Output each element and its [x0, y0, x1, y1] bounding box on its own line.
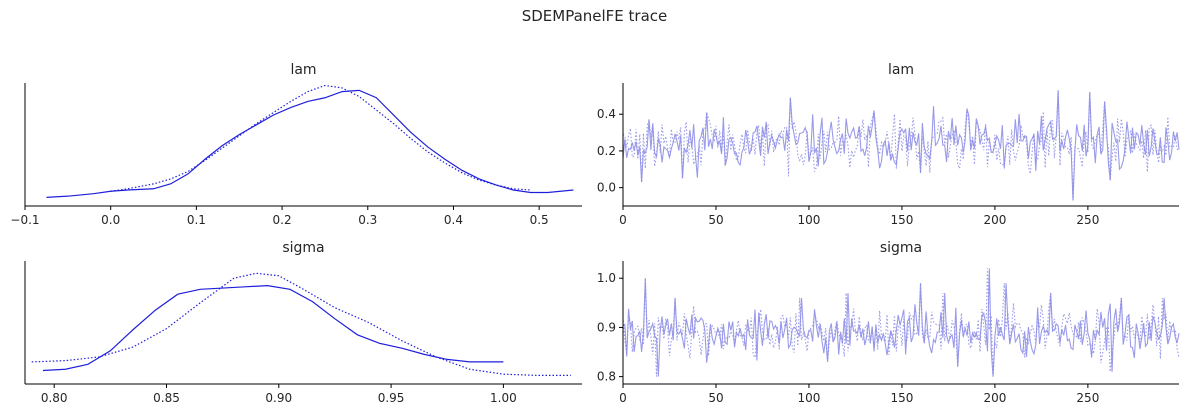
- x-tick-label: 100: [798, 391, 821, 405]
- panel-lam-trace: lam 0 50 100 150 200 250 0.0 0.2 0.4: [597, 62, 1180, 227]
- panel-title: sigma: [880, 240, 922, 256]
- x-tick-label: 100: [798, 213, 821, 227]
- x-tick-label: 0.90: [265, 391, 292, 405]
- y-tick-label: 0.8: [597, 370, 616, 384]
- x-tick-label: 50: [708, 213, 723, 227]
- y-tick-label: 0.0: [597, 181, 616, 195]
- y-tick-label: 0.2: [597, 144, 616, 158]
- series-line-solid: [42, 284, 504, 372]
- series-line-solid: [46, 89, 574, 198]
- x-tick-label: 250: [1076, 391, 1099, 405]
- x-tick-label: 0.2: [273, 213, 292, 227]
- x-tick-label: 50: [708, 391, 723, 405]
- x-tick-label: 150: [890, 391, 913, 405]
- panel-title: sigma: [282, 240, 324, 256]
- x-tick-label: 200: [983, 391, 1006, 405]
- figure-title: SDEMPanelFE trace: [521, 7, 668, 25]
- panel-lam-density: lam −0.1 0.0 0.1 0.2 0.3 0.4 0.5: [10, 62, 582, 227]
- x-tick-label: −0.1: [10, 213, 39, 227]
- panel-title: lam: [888, 62, 914, 78]
- series-line-dotted: [31, 272, 571, 376]
- x-tick-label: 0.0: [101, 213, 120, 227]
- panel-sigma-trace: sigma 0 50 100 150 200 250 0.8 0.9 1.0: [597, 240, 1180, 405]
- x-tick-label: 0: [619, 391, 627, 405]
- x-tick-label: 250: [1076, 213, 1099, 227]
- x-tick-label: 0.1: [187, 213, 206, 227]
- x-tick-label: 0.4: [444, 213, 463, 227]
- y-tick-label: 0.4: [597, 107, 616, 121]
- x-tick-label: 0.3: [358, 213, 377, 227]
- x-tick-label: 0.95: [378, 391, 405, 405]
- x-tick-label: 200: [983, 213, 1006, 227]
- x-tick-label: 0: [619, 213, 627, 227]
- series-line-solid: [622, 268, 1180, 377]
- y-tick-label: 1.0: [597, 271, 616, 285]
- panel-title: lam: [290, 62, 316, 78]
- series-line-solid: [622, 90, 1180, 201]
- panel-sigma-density: sigma 0.80 0.85 0.90 0.95 1.00: [24, 240, 582, 405]
- x-tick-label: 150: [890, 213, 913, 227]
- x-tick-label: 0.80: [41, 391, 68, 405]
- series-line-dotted: [110, 84, 531, 192]
- y-tick-label: 0.9: [597, 320, 616, 334]
- x-tick-label: 1.00: [490, 391, 517, 405]
- x-tick-label: 0.85: [153, 391, 180, 405]
- series-line-dotted: [622, 90, 1180, 201]
- x-tick-label: 0.5: [530, 213, 549, 227]
